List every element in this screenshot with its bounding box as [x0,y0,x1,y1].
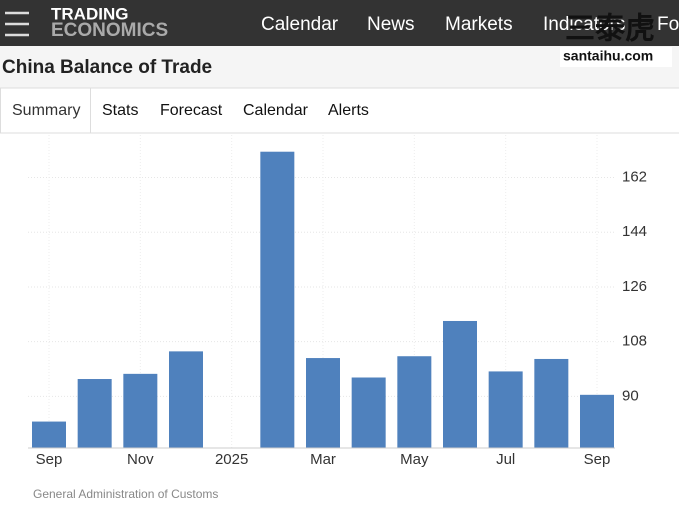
bar [397,356,432,448]
bar [260,151,295,448]
x-tick-label: Mar [310,451,336,468]
nav-link[interactable]: Fo [657,14,679,35]
bar [306,358,340,448]
bar [169,351,203,448]
tab[interactable]: Stats [102,102,138,119]
x-tick-label: May [400,451,429,468]
nav-link[interactable]: Calendar [261,14,339,35]
logo-line[interactable]: ECONOMICS [51,20,168,41]
nav-link[interactable]: Indicators [543,14,625,35]
x-tick-label: Sep [36,451,63,468]
menu-icon[interactable] [5,11,29,37]
bar [534,358,569,448]
active-tab [0,87,91,134]
top-bar [0,0,679,46]
nav-link[interactable]: Markets [445,14,513,35]
y-tick-label: 90 [622,387,639,404]
y-tick-label: 144 [622,223,647,240]
x-tick-label: Nov [127,451,154,468]
bar [443,320,477,448]
nav-link[interactable]: News [367,14,415,35]
x-tick-label: Jul [496,451,515,468]
tab[interactable]: Alerts [328,102,369,119]
y-tick-label: 162 [622,169,647,186]
bar [351,377,386,448]
bar [123,373,158,448]
bar [580,394,614,448]
logo-line[interactable]: TRADING [51,4,128,23]
source: General Administration of Customs [33,487,218,501]
x-tick-label: 2025 [215,451,248,468]
tab[interactable]: Forecast [160,102,223,119]
bar [77,379,112,448]
tab[interactable]: Summary [12,102,80,119]
watermark-url: santaihu.com [563,48,653,64]
tab[interactable]: Calendar [243,102,309,119]
bar [488,371,523,448]
page-title: China Balance of Trade [2,57,212,78]
watermark: 三泰虎 [565,12,655,47]
y-tick-label: 108 [622,333,647,350]
x-tick-label: Sep [584,451,611,468]
bar [32,421,66,448]
watermark-bg [560,47,672,67]
y-tick-label: 126 [622,278,647,295]
